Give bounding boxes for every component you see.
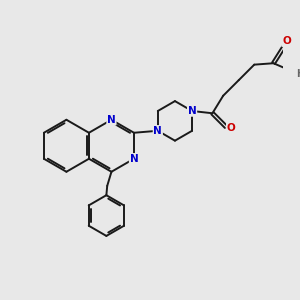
Text: H: H xyxy=(296,69,300,79)
Text: N: N xyxy=(107,115,116,125)
Text: N: N xyxy=(153,126,162,136)
Text: N: N xyxy=(188,106,197,116)
Text: O: O xyxy=(282,36,291,46)
Text: O: O xyxy=(227,123,236,133)
Text: N: N xyxy=(130,154,138,164)
